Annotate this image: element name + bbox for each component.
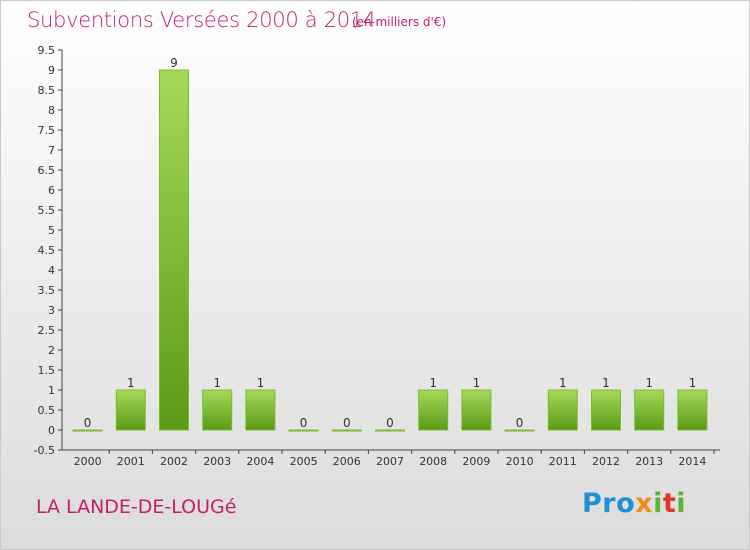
y-tick-label: 8 [48, 104, 55, 117]
x-tick-label: 2002 [160, 455, 188, 468]
chart-title: Subventions Versées 2000 à 2014 [27, 8, 376, 32]
y-tick-label: 7.5 [38, 124, 56, 137]
bar [159, 69, 189, 431]
bar [202, 389, 233, 431]
x-tick-label: 2007 [376, 455, 404, 468]
y-tick-label: 4.5 [38, 244, 56, 257]
logo-part-t: t [662, 488, 677, 519]
axes: -0.5 0 0.5 1 1.5 2 2.5 3 3.5 4 4.5 5 5.5 6 6.5 7 7.5 8 8.5… [34, 44, 720, 468]
y-tick-label: 4 [48, 264, 55, 277]
y-tick-label: 1.5 [38, 364, 56, 377]
y-tick-label: 9 [48, 64, 55, 77]
data-label: 1 [689, 376, 697, 390]
bar [591, 389, 621, 431]
bar [461, 389, 492, 431]
logo-part-i2: i [676, 488, 687, 519]
bar [504, 429, 535, 432]
bar [418, 389, 449, 431]
bar [547, 389, 578, 431]
x-tick-label: 2014 [678, 455, 706, 468]
logo-part-x: x [635, 488, 654, 519]
x-tick-label: 2003 [203, 455, 231, 468]
bar [115, 389, 146, 431]
y-tick-label: 0.5 [38, 404, 56, 417]
data-label: 9 [170, 56, 178, 70]
proxiti-logo[interactable]: Proxiti [582, 488, 686, 519]
y-tick-label: 5.5 [38, 204, 56, 217]
data-label: 1 [127, 376, 135, 390]
data-label: 1 [602, 376, 610, 390]
data-label: 1 [429, 376, 437, 390]
y-tick-label: 2 [48, 344, 55, 357]
x-tick-label: 2001 [117, 455, 145, 468]
x-tick-label: 2004 [246, 455, 274, 468]
data-label: 1 [257, 376, 265, 390]
data-label: 1 [559, 376, 567, 390]
chart-subtitle: (en milliers d'€) [352, 15, 447, 29]
bar [288, 429, 319, 432]
commune-name: LA LANDE-DE-LOUGé [36, 496, 237, 518]
y-tick-label: -0.5 [34, 444, 55, 457]
bar [634, 389, 665, 431]
y-tick-label: 9.5 [38, 44, 56, 57]
bar [375, 429, 405, 432]
y-tick-label: 6.5 [38, 164, 56, 177]
y-tick-label: 3.5 [38, 284, 56, 297]
x-tick-label: 2008 [419, 455, 447, 468]
bar [677, 389, 708, 431]
y-tick-label: 5 [48, 224, 55, 237]
data-label: 1 [213, 376, 221, 390]
x-tick-label: 2011 [549, 455, 577, 468]
x-tick-label: 2010 [506, 455, 534, 468]
y-tick-label: 2.5 [38, 324, 56, 337]
data-label: 0 [300, 416, 308, 430]
logo-part-pro: Pro [582, 488, 636, 519]
x-tick-label: 2006 [333, 455, 361, 468]
x-tick-label: 2000 [74, 455, 102, 468]
bar [72, 429, 103, 432]
data-label: 0 [84, 416, 92, 430]
data-label: 0 [386, 416, 394, 430]
x-tick-label: 2012 [592, 455, 620, 468]
bar [245, 389, 276, 431]
data-label: 0 [516, 416, 524, 430]
y-tick-label: 7 [48, 144, 55, 157]
bar [331, 429, 362, 432]
y-tick-label: 8.5 [38, 84, 56, 97]
logo-part-i: i [653, 488, 663, 519]
x-tick-label: 2009 [462, 455, 490, 468]
y-tick-label: 1 [48, 384, 55, 397]
data-labels: 0 1 9 1 1 0 0 0 1 1 0 1 1 1 1 [84, 56, 696, 430]
x-tick-label: 2005 [290, 455, 318, 468]
data-label: 1 [473, 376, 481, 390]
bars [72, 69, 708, 432]
data-label: 1 [645, 376, 653, 390]
y-tick-label: 3 [48, 304, 55, 317]
y-tick-label: 6 [48, 184, 55, 197]
data-label: 0 [343, 416, 351, 430]
y-tick-label: 0 [48, 424, 55, 437]
x-tick-label: 2013 [635, 455, 663, 468]
